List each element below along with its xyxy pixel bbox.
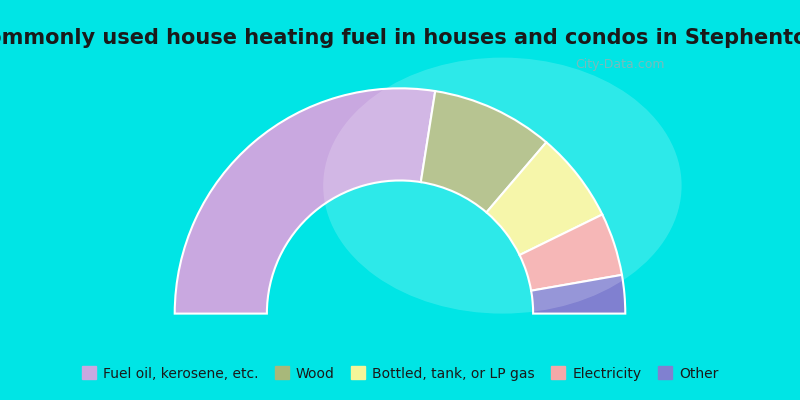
Wedge shape [519, 214, 622, 291]
Text: City-Data.com: City-Data.com [575, 58, 665, 70]
Text: Most commonly used house heating fuel in houses and condos in Stephentown, NY: Most commonly used house heating fuel in… [0, 28, 800, 48]
Legend: Fuel oil, kerosene, etc., Wood, Bottled, tank, or LP gas, Electricity, Other: Fuel oil, kerosene, etc., Wood, Bottled,… [76, 362, 724, 386]
Wedge shape [421, 91, 546, 212]
Wedge shape [531, 275, 626, 314]
Wedge shape [174, 88, 435, 314]
Wedge shape [486, 142, 602, 255]
Ellipse shape [323, 58, 682, 314]
